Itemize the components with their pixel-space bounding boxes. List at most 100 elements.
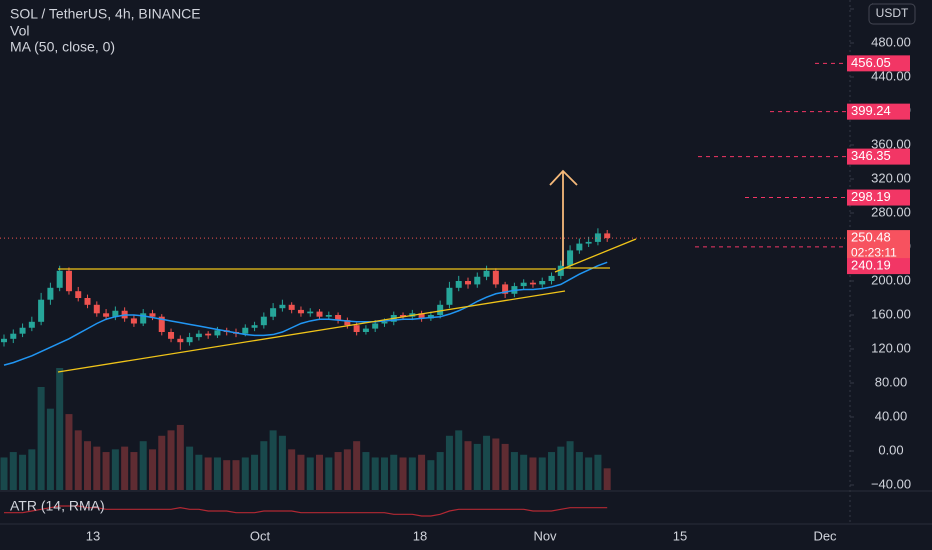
- volume-bar: [520, 454, 528, 490]
- x-tick-label: 15: [673, 528, 687, 543]
- volume-bar: [529, 457, 537, 490]
- volume-bar: [269, 430, 277, 490]
- volume-bar: [418, 454, 426, 490]
- volume-bar: [455, 430, 463, 490]
- y-tick-label: 120.00: [871, 340, 911, 355]
- candle-body: [307, 311, 314, 314]
- volume-bar: [325, 457, 333, 490]
- candle-body: [140, 313, 147, 324]
- alert-price: 456.05: [851, 55, 891, 70]
- y-tick-label: 160.00: [871, 306, 911, 321]
- candle-body: [38, 299, 45, 322]
- volume-bar: [557, 446, 565, 490]
- support-line: [57, 290, 566, 373]
- volume-bar: [353, 441, 361, 490]
- ma-line: [3, 261, 608, 366]
- candle-body: [168, 332, 175, 339]
- volume-bar: [251, 454, 259, 490]
- x-tick-label: 18: [413, 528, 427, 543]
- candle-body: [1, 338, 7, 343]
- candle-body: [75, 291, 82, 298]
- volume-bar: [130, 452, 138, 490]
- currency-button[interactable]: [868, 3, 916, 25]
- candle-body: [214, 330, 221, 336]
- target-arrow: [549, 169, 578, 266]
- volume-bar: [213, 457, 221, 490]
- candle-body: [502, 284, 509, 294]
- y-tick-label: 280.00: [871, 204, 911, 219]
- candle-body: [446, 287, 453, 305]
- candle-body: [520, 282, 527, 287]
- x-tick-label: Dec: [813, 528, 837, 543]
- candle-body: [344, 320, 351, 326]
- alert-tag: [847, 103, 910, 120]
- candle-body: [205, 333, 212, 336]
- candle-body: [279, 304, 286, 309]
- x-tick-label: 13: [86, 528, 100, 543]
- volume-bar: [566, 441, 574, 490]
- volume-bar: [436, 452, 444, 490]
- ma-legend: MA (50, close, 0): [10, 39, 115, 55]
- volume-bar: [316, 454, 324, 490]
- y-tick-label: 360.00: [871, 136, 911, 151]
- volume-bar: [278, 435, 286, 490]
- last-price-tag: [847, 230, 910, 263]
- candle-body: [594, 233, 601, 242]
- alert-tag: [847, 189, 910, 206]
- candle-body: [28, 321, 35, 328]
- alert-tag: [847, 148, 910, 165]
- atr-legend: ATR (14, RMA): [10, 498, 105, 514]
- volume-bar: [306, 457, 314, 490]
- x-tick-label: Nov: [533, 528, 557, 543]
- alert-price: 298.19: [851, 189, 891, 204]
- volume-bar: [102, 452, 110, 490]
- currency[interactable]: USDT: [876, 6, 909, 20]
- candle-body: [251, 325, 258, 328]
- candle-body: [372, 323, 379, 329]
- candle-body: [47, 287, 54, 300]
- volume-bar: [167, 430, 175, 490]
- volume-bar: [37, 386, 45, 490]
- candle-body: [529, 282, 536, 285]
- countdown: 02:23:11: [851, 245, 897, 259]
- volume-bar: [195, 454, 203, 490]
- volume-bar: [148, 449, 156, 490]
- candle-body: [93, 304, 100, 314]
- volume-bar: [538, 457, 546, 490]
- candle-body: [10, 333, 17, 339]
- volume-bar: [473, 443, 481, 490]
- candle-body: [325, 315, 332, 317]
- candle-body: [427, 315, 434, 319]
- candle-body: [177, 338, 184, 343]
- volume-bar: [464, 441, 472, 490]
- candle-body: [103, 313, 110, 317]
- alert-price: 346.35: [851, 148, 891, 163]
- volume-bar: [585, 457, 593, 490]
- volume-bar: [241, 457, 249, 490]
- last-price: 250.48: [851, 230, 891, 245]
- candle-body: [418, 313, 425, 319]
- volume-bar: [28, 449, 36, 490]
- volume-bar: [483, 435, 491, 490]
- volume-bar: [9, 452, 17, 490]
- y-tick-label: 320.00: [871, 170, 911, 185]
- volume-bar: [19, 454, 27, 490]
- candle-body: [316, 311, 323, 317]
- candle-body: [288, 304, 295, 310]
- y-tick-label: −40.00: [871, 476, 911, 491]
- volume-bar: [334, 452, 342, 490]
- candle-body: [576, 243, 583, 251]
- candle-body: [158, 316, 165, 332]
- candle-body: [400, 315, 407, 317]
- candle-body: [381, 321, 388, 324]
- candle-body: [455, 281, 462, 288]
- candle-body: [585, 241, 592, 244]
- volume-bar: [445, 435, 453, 490]
- volume-bar: [408, 457, 416, 490]
- candle-body: [548, 275, 555, 281]
- volume-bar: [186, 446, 194, 490]
- candle-body: [539, 281, 546, 285]
- volume-bar: [176, 424, 184, 490]
- volume-bar: [594, 454, 602, 490]
